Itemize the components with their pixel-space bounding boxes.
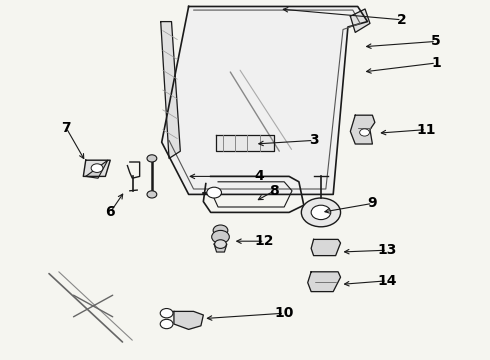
Circle shape — [207, 187, 221, 198]
Circle shape — [301, 198, 341, 227]
Text: 2: 2 — [397, 13, 407, 27]
Text: 10: 10 — [274, 306, 294, 320]
Circle shape — [311, 205, 331, 220]
Text: 11: 11 — [416, 123, 436, 136]
Polygon shape — [216, 135, 274, 151]
Circle shape — [147, 191, 157, 198]
Text: 8: 8 — [270, 184, 279, 198]
Text: 3: 3 — [309, 134, 318, 147]
Text: 13: 13 — [377, 243, 397, 257]
Circle shape — [91, 164, 103, 172]
Circle shape — [213, 225, 228, 236]
Polygon shape — [308, 272, 341, 292]
Text: 12: 12 — [255, 234, 274, 248]
Text: 9: 9 — [368, 197, 377, 210]
Polygon shape — [350, 9, 370, 32]
Polygon shape — [214, 244, 227, 252]
Circle shape — [212, 230, 229, 243]
Polygon shape — [83, 160, 110, 176]
Text: 5: 5 — [431, 35, 441, 48]
Text: 7: 7 — [61, 121, 71, 135]
Text: 6: 6 — [105, 206, 115, 219]
Polygon shape — [350, 115, 375, 144]
Polygon shape — [174, 311, 203, 329]
Circle shape — [215, 240, 226, 248]
Polygon shape — [311, 239, 341, 256]
Polygon shape — [162, 6, 368, 194]
Text: 4: 4 — [255, 170, 265, 183]
Circle shape — [160, 319, 173, 329]
Circle shape — [160, 309, 173, 318]
Text: 14: 14 — [377, 274, 397, 288]
Polygon shape — [161, 22, 180, 158]
Polygon shape — [86, 160, 108, 178]
Circle shape — [147, 155, 157, 162]
Circle shape — [360, 129, 369, 136]
Text: 1: 1 — [431, 56, 441, 70]
